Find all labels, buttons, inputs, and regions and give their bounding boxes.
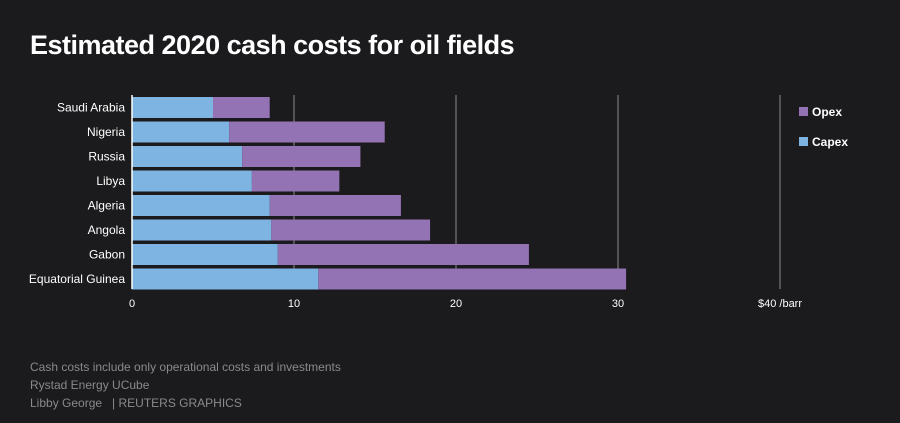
bar-opex-7: [318, 268, 627, 290]
x-tick-label-0: 0: [129, 298, 135, 310]
x-tick-label-4: $40 /barr: [758, 298, 802, 310]
footer-source: Rystad Energy UCube: [30, 378, 150, 392]
tick-labels: 0 10 20 30 $40 /barr: [129, 298, 802, 310]
legend: Opex Capex: [799, 105, 848, 149]
bar-capex-5: [132, 219, 272, 241]
category-label-4: Algeria: [88, 199, 126, 213]
bar-capex-1: [132, 121, 230, 143]
footer: Cash costs include only operational cost…: [30, 358, 341, 412]
bar-capex-0: [132, 97, 213, 118]
chart-title: Estimated 2020 cash costs for oil fields: [30, 30, 515, 60]
bar-opex-6: [277, 244, 529, 265]
bar-opex-5: [271, 219, 431, 241]
legend-swatch-capex: [799, 137, 808, 146]
category-label-3: Libya: [96, 174, 125, 188]
bar-opex-1: [229, 121, 385, 143]
footer-credit: | REUTERS GRAPHICS: [112, 396, 242, 410]
footer-credits: Libby George | REUTERS GRAPHICS: [30, 394, 341, 412]
category-labels: Saudi Arabia Nigeria Russia Libya Algeria Ang…: [29, 101, 125, 287]
x-tick-label-3: 30: [612, 298, 624, 310]
bar-capex-2: [132, 146, 243, 167]
legend-label-opex: Opex: [812, 105, 842, 119]
x-tick-label-1: 10: [288, 298, 300, 310]
category-label-0: Saudi Arabia: [57, 101, 125, 115]
footer-note: Cash costs include only operational cost…: [30, 360, 341, 374]
category-label-7: Equatorial Guinea: [29, 272, 125, 286]
x-tick-label-2: 20: [450, 298, 462, 310]
bar-capex-3: [132, 170, 252, 192]
bar-capex-7: [132, 268, 319, 290]
bar-capex-6: [132, 244, 278, 265]
bar-opex-3: [251, 170, 340, 192]
bar-opex-2: [242, 146, 361, 167]
legend-label-capex: Capex: [812, 135, 848, 149]
category-label-6: Gabon: [89, 248, 125, 262]
bar-opex-4: [269, 195, 401, 216]
category-label-2: Russia: [88, 150, 125, 164]
bars: [132, 97, 627, 290]
legend-swatch-opex: [799, 107, 808, 116]
footer-author: Libby George: [30, 396, 103, 410]
category-label-5: Angola: [88, 223, 126, 237]
bar-opex-0: [213, 97, 270, 118]
bar-capex-4: [132, 195, 270, 216]
category-label-1: Nigeria: [87, 125, 125, 139]
